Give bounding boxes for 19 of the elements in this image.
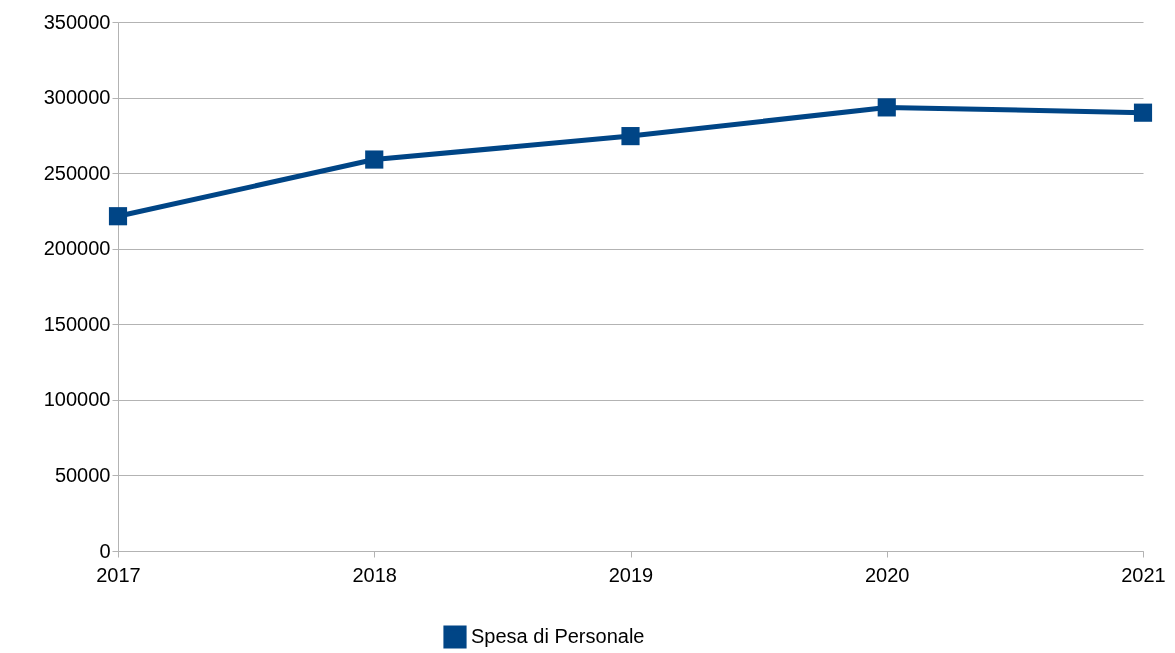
y-tick-label: 350000 — [43, 10, 111, 33]
x-tick-label: 2019 — [608, 563, 654, 586]
y-tick-label: 50000 — [54, 463, 111, 486]
legend-label: Spesa di Personale — [471, 625, 645, 647]
point — [621, 127, 640, 146]
point — [1133, 103, 1153, 122]
x-tick-label: 2020 — [865, 563, 910, 586]
x-tick-label: 2018 — [352, 563, 397, 586]
y-tick-label: 150000 — [43, 312, 111, 335]
x-tick-label: 2017 — [96, 563, 141, 586]
y-tick-label: 250000 — [43, 161, 111, 184]
y-tick-label: 100000 — [43, 388, 111, 411]
x-tick-label: 2021 — [1121, 563, 1166, 586]
point — [108, 207, 128, 226]
y-tick-label: 0 — [99, 539, 111, 562]
y-tick-label: 200000 — [43, 237, 111, 260]
point — [877, 98, 896, 117]
y-tick-label: 300000 — [43, 86, 111, 109]
point — [365, 150, 384, 169]
